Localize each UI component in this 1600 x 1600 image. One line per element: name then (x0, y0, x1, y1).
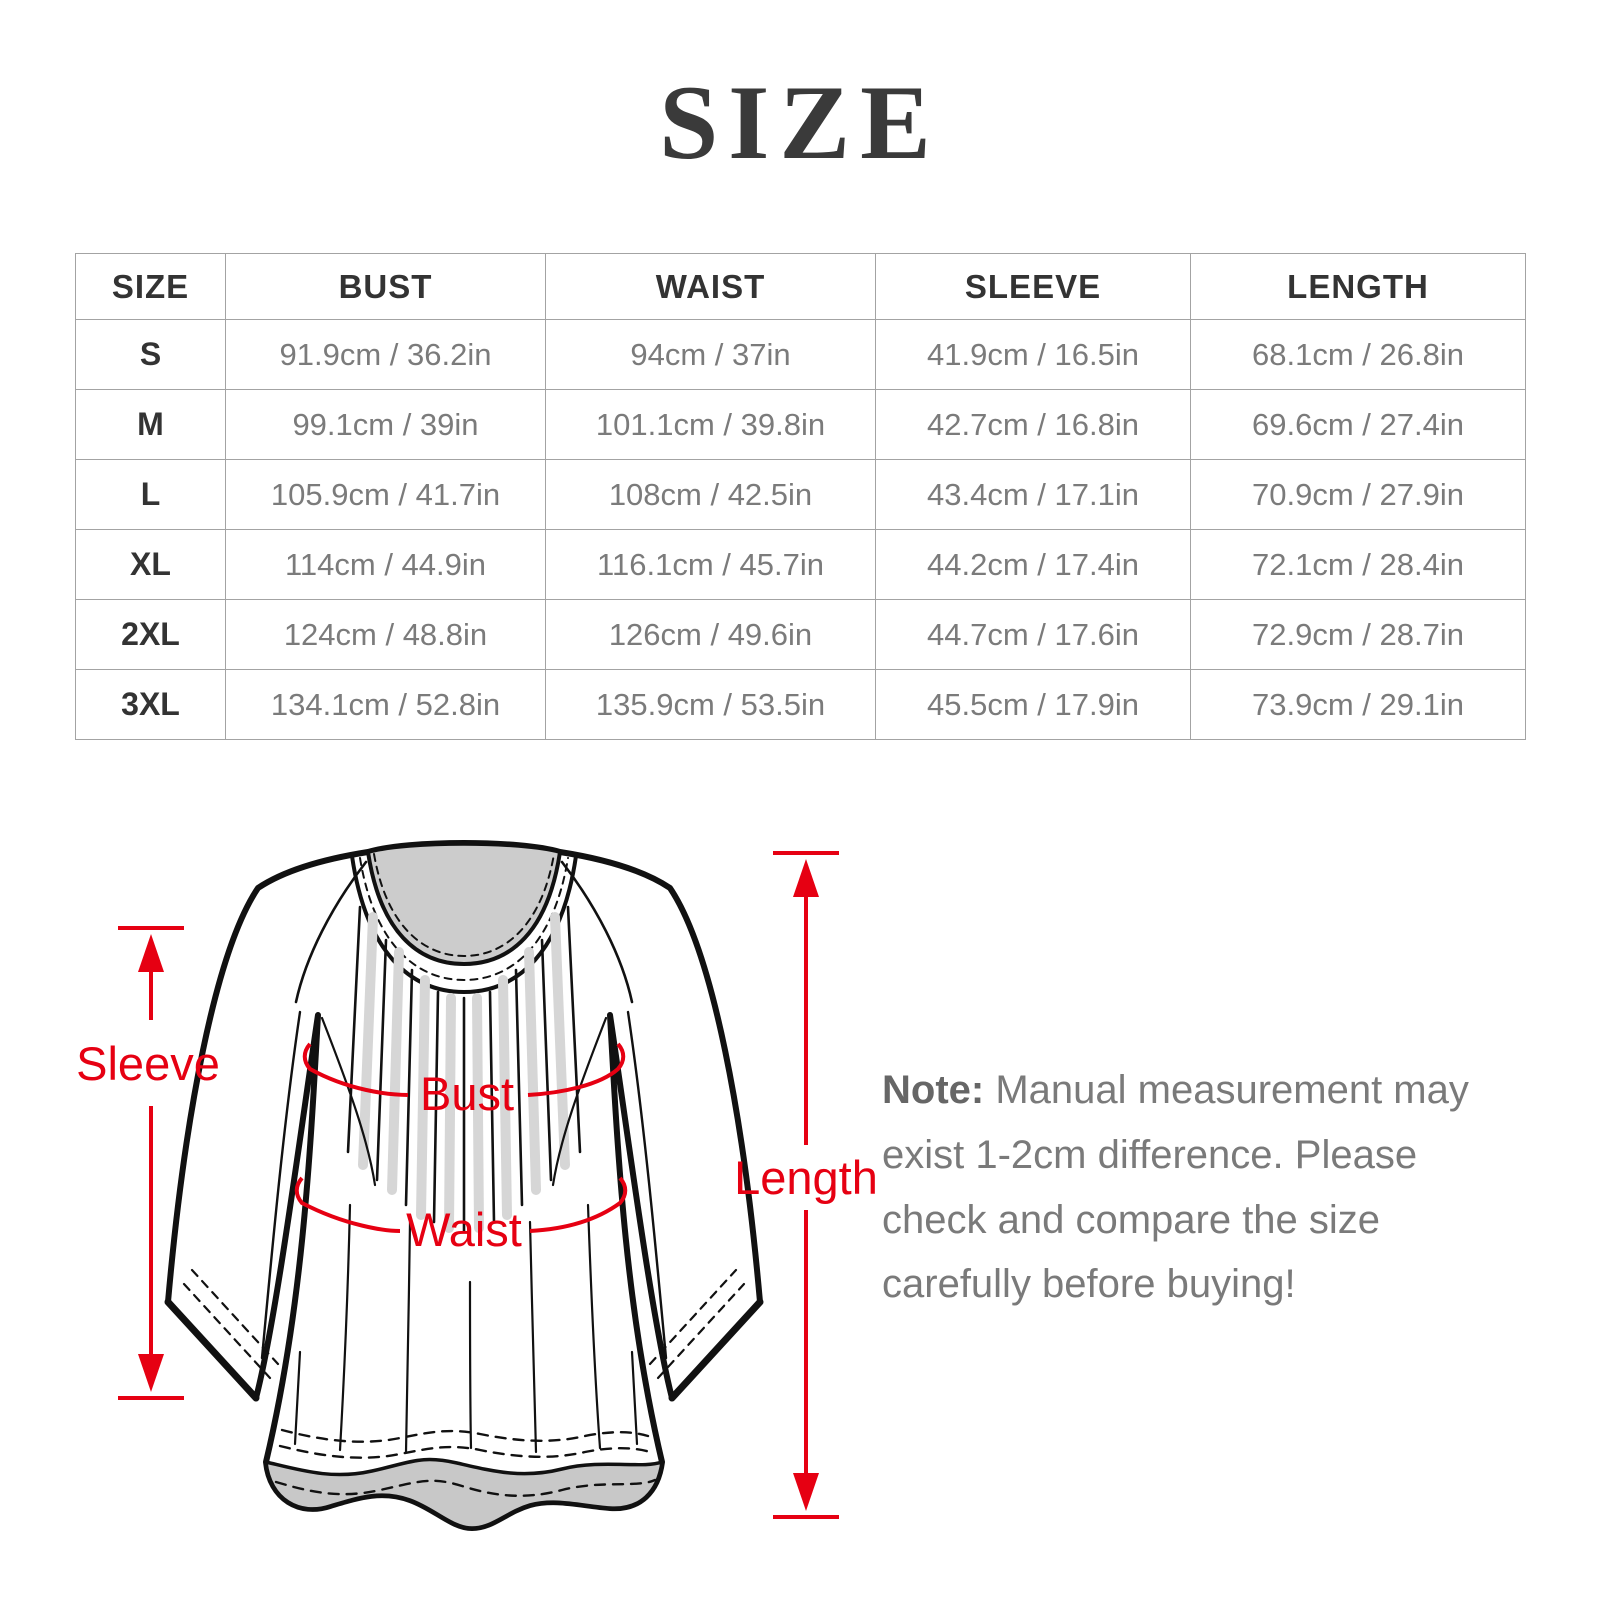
cell-waist: 108cm / 42.5in (545, 459, 876, 530)
cuff-edge-left (164, 1298, 260, 1402)
bust-measure-line (302, 1042, 626, 1097)
garment-illustration (164, 840, 764, 1531)
cell-size: S (75, 319, 226, 390)
drape-lines (293, 1016, 639, 1454)
cell-bust: 99.1cm / 39in (225, 389, 546, 460)
cell-sleeve: 45.5cm / 17.9in (875, 669, 1191, 740)
table-row: 3XL 134.1cm / 52.8in 135.9cm / 53.5in 45… (75, 669, 1526, 740)
cell-bust: 134.1cm / 52.8in (225, 669, 546, 740)
header-waist: WAIST (545, 253, 876, 320)
cell-bust: 114cm / 44.9in (225, 529, 546, 600)
cell-length: 72.1cm / 28.4in (1190, 529, 1526, 600)
cell-sleeve: 44.7cm / 17.6in (875, 599, 1191, 670)
table-row: M 99.1cm / 39in 101.1cm / 39.8in 42.7cm … (75, 389, 1526, 460)
pleat-shading (358, 912, 570, 1233)
cell-sleeve: 43.4cm / 17.1in (875, 459, 1191, 530)
cell-waist: 101.1cm / 39.8in (545, 389, 876, 460)
header-sleeve: SLEEVE (875, 253, 1191, 320)
cell-size: 2XL (75, 599, 226, 670)
cell-size: 3XL (75, 669, 226, 740)
neck-opening-stitch (373, 853, 555, 957)
length-label: Length (734, 1151, 878, 1204)
size-chart-table: SIZE BUST WAIST SLEEVE LENGTH S 91.9cm /… (75, 253, 1526, 740)
cell-sleeve: 44.2cm / 17.4in (875, 529, 1191, 600)
cell-length: 68.1cm / 26.8in (1190, 319, 1526, 390)
measurement-annotations: Sleeve Bust Waist Length (76, 851, 878, 1519)
hem-ruffle (264, 1457, 664, 1530)
cell-length: 69.6cm / 27.4in (1190, 389, 1526, 460)
table-row: L 105.9cm / 41.7in 108cm / 42.5in 43.4cm… (75, 459, 1526, 530)
cell-waist: 126cm / 49.6in (545, 599, 876, 670)
hem-topstitch-2 (278, 1444, 652, 1459)
pleat-lines (346, 905, 582, 1234)
table-row: 2XL 124cm / 48.8in 126cm / 49.6in 44.7cm… (75, 599, 1526, 670)
cell-size: L (75, 459, 226, 530)
cell-bust: 105.9cm / 41.7in (225, 459, 546, 530)
table-row: S 91.9cm / 36.2in 94cm / 37in 41.9cm / 1… (75, 319, 1526, 390)
cell-waist: 116.1cm / 45.7in (545, 529, 876, 600)
table-header-row: SIZE BUST WAIST SLEEVE LENGTH (75, 253, 1526, 320)
cell-waist: 94cm / 37in (545, 319, 876, 390)
waist-measure-line (294, 1176, 628, 1233)
cell-waist: 135.9cm / 53.5in (545, 669, 876, 740)
header-length: LENGTH (1190, 253, 1526, 320)
cell-sleeve: 42.7cm / 16.8in (875, 389, 1191, 460)
note-text: Manual measurement may exist 1-2cm diffe… (882, 1068, 1469, 1307)
page-title: SIZE (659, 64, 941, 181)
table-row: XL 114cm / 44.9in 116.1cm / 45.7in 44.2c… (75, 529, 1526, 600)
sleeve-label: Sleeve (76, 1037, 220, 1090)
shoulder-seam-left (294, 860, 368, 1004)
length-measure-arrow (773, 851, 839, 1519)
sleeve-crease-right (626, 1010, 668, 1360)
neck-opening (366, 841, 562, 966)
cell-size: M (75, 389, 226, 460)
sleeve-measure-arrow (118, 926, 184, 1400)
shoulder-seam-right (560, 860, 634, 1004)
waist-label: Waist (406, 1203, 522, 1256)
cell-length: 73.9cm / 29.1in (1190, 669, 1526, 740)
cell-bust: 124cm / 48.8in (225, 599, 546, 670)
cell-bust: 91.9cm / 36.2in (225, 319, 546, 390)
header-size: SIZE (75, 253, 226, 320)
cell-length: 70.9cm / 27.9in (1190, 459, 1526, 530)
measurement-note: Note: Manual measurement may exist 1-2cm… (882, 1058, 1507, 1317)
note-label: Note: (882, 1068, 985, 1112)
cell-length: 72.9cm / 28.7in (1190, 599, 1526, 670)
hem-stitch-line (274, 1478, 657, 1497)
bust-label: Bust (420, 1067, 514, 1120)
cuff-stitches (182, 1268, 746, 1380)
hem-topstitch-1 (280, 1428, 650, 1443)
neck-band-stitch (359, 857, 569, 981)
cuff-edge-right (668, 1298, 764, 1402)
sleeve-crease-left (260, 1010, 302, 1360)
